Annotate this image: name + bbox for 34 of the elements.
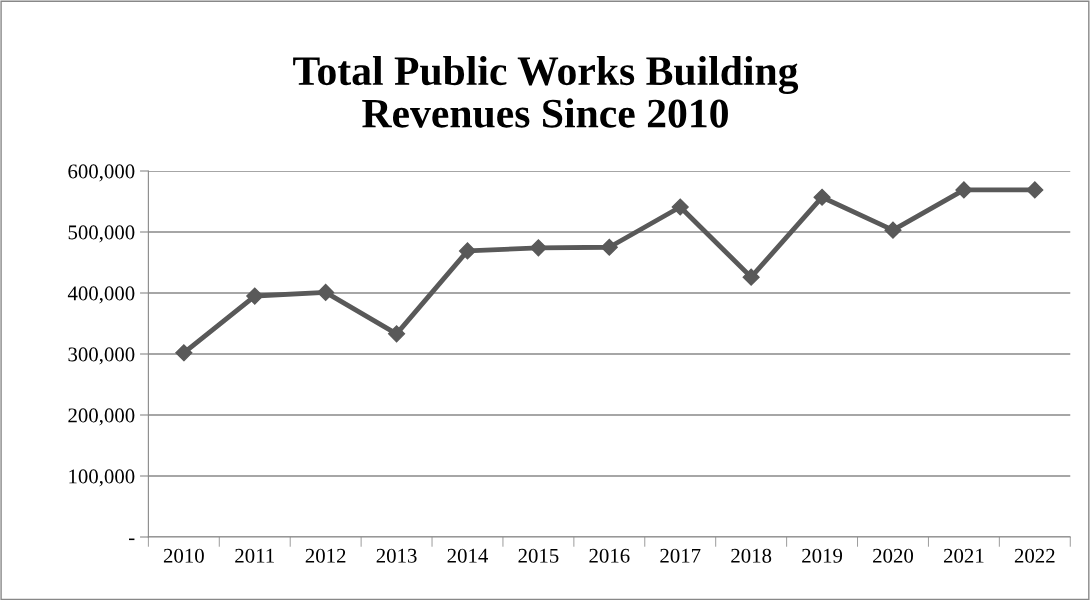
y-tick-label: 400,000 bbox=[67, 286, 135, 304]
point bbox=[742, 268, 760, 286]
x-tick-label: 2017 bbox=[660, 548, 701, 563]
y-tick-label: 500,000 bbox=[68, 225, 135, 243]
point bbox=[955, 181, 973, 199]
y-tick-label: 100,000 bbox=[69, 469, 135, 487]
x-tick-label: 2015 bbox=[518, 548, 559, 563]
point bbox=[1026, 181, 1044, 199]
x-tick-label: 2010 bbox=[163, 548, 204, 563]
x-tick-label: 2022 bbox=[1014, 548, 1055, 563]
x-tick-label: 2019 bbox=[802, 548, 843, 563]
x-tick-label: 2012 bbox=[305, 548, 346, 563]
x-tick-label: 2016 bbox=[589, 548, 630, 563]
y-tick-label: 200,000 bbox=[68, 408, 135, 426]
x-tick-label: 2013 bbox=[376, 548, 417, 563]
x-tick-label: 2020 bbox=[873, 548, 914, 563]
point bbox=[246, 287, 264, 305]
y-tick-label: 300,000 bbox=[68, 347, 135, 365]
point bbox=[388, 325, 406, 343]
point bbox=[884, 221, 902, 239]
point bbox=[671, 198, 689, 216]
y-tick-label: 600,000 bbox=[68, 164, 135, 182]
point bbox=[529, 239, 547, 257]
point bbox=[175, 344, 193, 362]
x-tick-label: 2014 bbox=[447, 548, 488, 563]
point bbox=[458, 242, 477, 260]
x-tick-label: 2021 bbox=[943, 548, 984, 563]
point bbox=[600, 238, 618, 256]
point bbox=[317, 283, 335, 301]
x-tick-label: 2018 bbox=[731, 548, 772, 563]
y-tick-label: - bbox=[129, 538, 135, 541]
x-tick-label: 2011 bbox=[235, 548, 274, 563]
chart-title: Total Public Works Building Revenues Since 2010 bbox=[293, 55, 799, 128]
point bbox=[813, 188, 831, 206]
